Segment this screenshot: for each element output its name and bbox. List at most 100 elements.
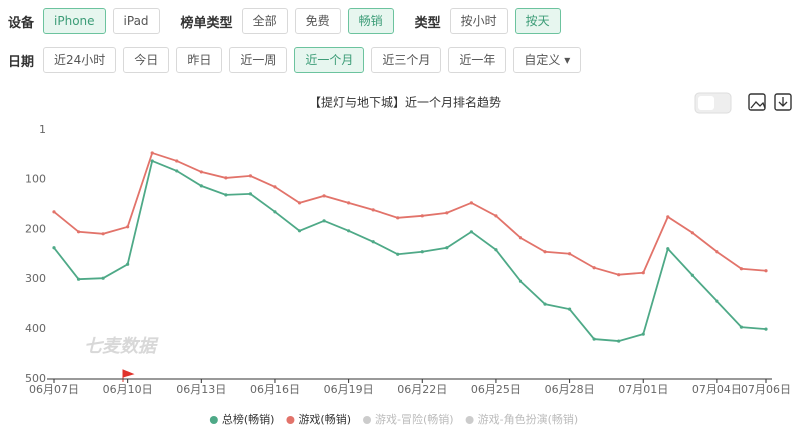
x-tick-label: 07月06日 [741,383,791,396]
filter-label: 类型 [414,15,441,31]
chart: 【提灯与地下城】近一个月排名趋势 七麦数据 110020030040050006… [25,92,792,426]
data-point [199,184,203,188]
button-group: 按小时 按天 [449,8,561,34]
x-tick-label: 07月01日 [618,383,668,396]
data-point [739,267,744,271]
data-point [347,201,351,205]
data-point [543,302,547,306]
y-tick-label: 200 [25,222,46,235]
data-point [567,252,572,256]
x-tick-label: 07月04日 [692,383,742,396]
button-group: 近24小时 今日 昨日 近一周 近一个月 近三个月 近一年 自定义 ▾ [43,47,582,73]
data-point [101,276,105,280]
data-point [297,229,302,233]
filter-button[interactable]: iPad [112,8,160,34]
x-tick-label: 06月07日 [29,383,79,396]
filter-button[interactable]: 按天 [514,8,561,34]
filter-button[interactable]: 免费 [294,8,341,34]
chart-title: 【提灯与地下城】近一个月排名趋势 [309,95,501,110]
data-point [494,248,498,252]
series-line [53,159,767,342]
data-point [76,230,81,234]
y-tick-label: 500 [25,372,46,385]
caret: ▾ [560,53,571,67]
filter-row: 日期 近24小时 今日 昨日 近一周 近一个月 近三个月 近一年 自定义 ▾ [8,47,595,73]
legend-label: 总榜(畅销) [222,412,275,426]
x-tick-label: 06月22日 [397,383,447,396]
data-point [494,214,498,218]
data-point [297,201,302,205]
data-point [322,219,326,223]
dropdown[interactable]: 自定义 ▾ [513,47,582,73]
data-point [76,277,81,281]
data-point [469,201,473,205]
data-point [101,232,105,236]
filter-button[interactable]: 近24小时 [43,47,117,73]
x-tick-label: 06月16日 [250,383,300,396]
filter-label: 榜单类型 [180,15,233,31]
data-point [224,193,228,197]
download-icon[interactable] [774,93,792,111]
download-arrow [778,97,788,107]
button-group: 全部 免费 畅销 [241,8,394,34]
series-line [53,151,767,276]
data-point [420,250,424,254]
filter-row: 设备 iPhone iPad 榜单类型 全部 免费 畅销 类型 按小时 按天 [8,8,575,34]
data-point [445,246,449,250]
data-point [518,279,523,283]
data-point [592,266,596,270]
filter-button[interactable]: 全部 [241,8,288,34]
data-point [150,159,154,163]
data-point [175,169,179,173]
filter-button[interactable]: iPhone [43,8,106,34]
data-point [126,262,130,266]
data-point [126,225,130,229]
data-point [469,230,473,234]
filter-button[interactable]: 按小时 [449,8,508,34]
x-tick-label: 06月25日 [471,383,521,396]
data-point [764,327,768,331]
filter-button[interactable]: 近三个月 [371,47,442,73]
y-tick-label: 100 [25,172,46,185]
data-point [445,211,449,215]
data-point [224,176,228,180]
x-tick-label: 06月28日 [545,383,595,396]
legend-marker [286,416,295,424]
filter-button[interactable]: 近一年 [448,47,507,73]
data-point [347,229,351,233]
data-point [273,210,277,214]
data-point [543,250,547,254]
toggle-knob [698,96,714,110]
data-point [518,236,523,240]
data-point [666,247,670,251]
image-icon-shape [750,101,766,109]
filter-button[interactable]: 近一个月 [294,47,365,73]
data-point [592,337,596,341]
filter-button[interactable]: 畅销 [347,8,394,34]
filter-button[interactable]: 昨日 [176,47,223,73]
legend-marker [363,416,372,424]
filter-button[interactable]: 近一周 [229,47,288,73]
data-point [617,273,621,277]
y-tick-label: 400 [25,322,46,335]
data-point [371,208,375,212]
filter-label: 日期 [8,54,35,70]
data-point [420,214,424,218]
data-point [52,210,56,214]
data-point [396,216,400,220]
flag-icon [122,369,135,382]
legend-marker [209,416,218,424]
legend-label: 游戏-冒险(畅销) [375,412,454,426]
y-tick-label: 1 [39,123,46,136]
image-icon[interactable] [748,93,766,111]
legend-marker [465,416,474,424]
data-point [567,307,572,311]
filter-button[interactable]: 今日 [123,47,170,73]
button-group: iPhone iPad [43,8,160,34]
data-point [396,252,400,256]
dropdown-label: 自定义 [524,53,561,67]
data-point [52,246,56,250]
data-point [641,271,645,275]
data-point [666,215,670,219]
